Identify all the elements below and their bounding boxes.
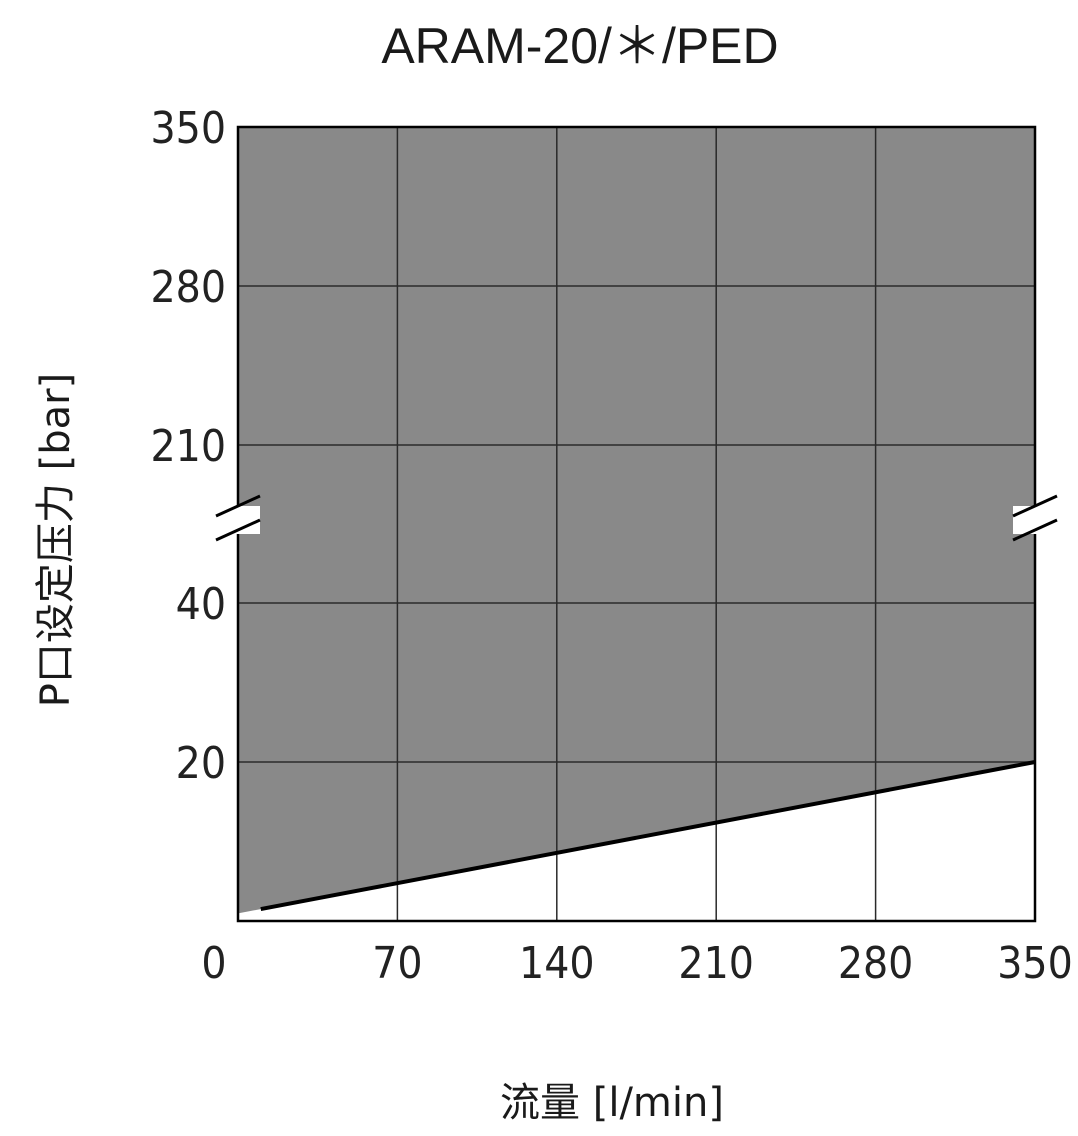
axis-break-mark [1012,494,1058,518]
y-tick-label: 280 [150,262,226,313]
axis-break-mark [215,518,261,542]
y-tick-label: 20 [176,738,226,789]
y-axis-label: P口设定压力 [bar] [33,373,79,707]
x-tick-label: 350 [997,938,1073,989]
y-tick-label: 350 [150,103,226,154]
x-axis-label: 流量 [l/min] [500,1080,724,1126]
min-pressure-line [260,760,1036,912]
operating-region [238,127,1035,914]
x-tick-label: 0 [201,938,226,989]
x-tick-label: 140 [519,938,595,989]
x-tick-label: 210 [678,938,754,989]
chart-title: ARAM-20/＊/PED [381,18,778,74]
x-tick-label: 70 [372,938,422,989]
plot-area: 0 70 140 210 280 350 20 40 210 280 350 [150,103,1072,989]
y-tick-label: 40 [176,579,226,630]
axis-break-mark [215,494,261,518]
axis-break-mark [1012,518,1058,542]
x-tick-label: 280 [838,938,914,989]
y-tick-label: 210 [150,421,226,472]
